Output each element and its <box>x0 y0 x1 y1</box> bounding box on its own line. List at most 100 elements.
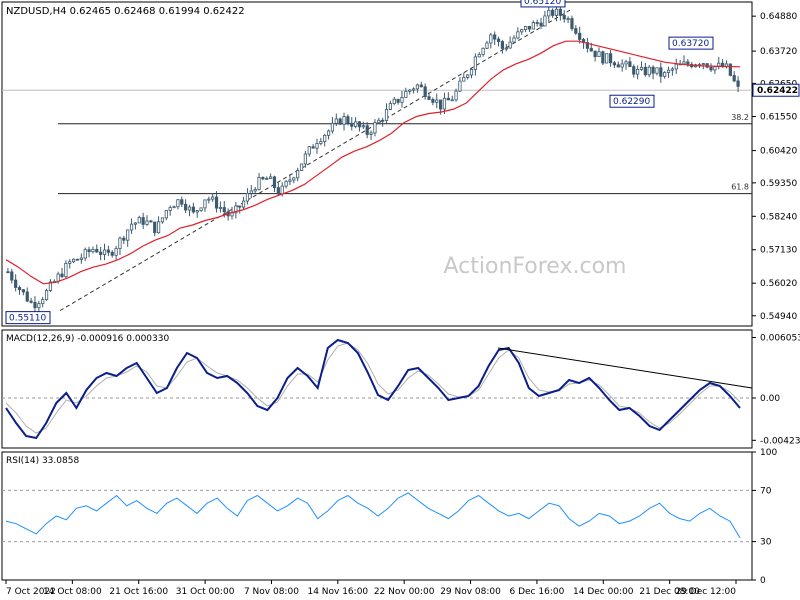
time-tick-label: 31 Oct 00:00 <box>176 587 235 597</box>
candle-body <box>411 88 416 91</box>
candle-body <box>585 42 590 49</box>
candle-body <box>187 206 192 211</box>
candle-body <box>172 206 176 209</box>
candle-body <box>68 261 72 264</box>
time-tick-label: 7 Nov 08:00 <box>244 587 299 597</box>
candle-body <box>129 223 134 231</box>
candle-body <box>122 237 126 241</box>
last-price-label: 0.62422 <box>757 86 798 96</box>
candle-body <box>41 299 45 305</box>
candle-body <box>299 163 304 171</box>
macd-trendline <box>497 347 753 389</box>
candle-body <box>531 22 535 30</box>
time-tick-label: 6 Dec 16:00 <box>510 587 565 597</box>
candle-body <box>99 251 103 255</box>
candle-body <box>137 217 141 224</box>
candle-body <box>597 51 601 58</box>
fibonacci-lines: 38.2 61.8 <box>58 113 752 195</box>
moving-average-path <box>5 40 741 285</box>
candle-body <box>222 207 226 213</box>
candle-body <box>319 141 323 144</box>
candle-body <box>636 68 640 75</box>
macd-panel: MACD(12,26,9) -0.000916 0.000330 0.006053… <box>2 333 800 446</box>
candle-body <box>593 50 597 58</box>
price-tick-label: 0.54940 <box>760 312 797 322</box>
candle-body <box>75 258 80 261</box>
panel-border <box>1 1 753 327</box>
candle-body <box>307 146 311 155</box>
chart-frame <box>1 1 753 581</box>
candle-body <box>245 192 250 202</box>
price-tick-label: 0.58240 <box>760 212 797 222</box>
candle-body <box>21 289 25 293</box>
candle-body <box>620 63 624 68</box>
rsi-tick-label: 0 <box>760 576 766 586</box>
candle-body <box>37 303 41 309</box>
candle-body <box>354 121 358 127</box>
candle-body <box>276 187 280 195</box>
time-tick-label: 29 Nov 08:00 <box>440 587 501 597</box>
candle-body <box>284 180 288 187</box>
time-tick-label: 21 Oct 16:00 <box>109 587 168 597</box>
candle-body <box>234 205 238 214</box>
candle-body <box>102 249 107 255</box>
candle-body <box>133 222 138 225</box>
candle-body <box>570 18 574 29</box>
candle-body <box>643 66 647 76</box>
candle-body <box>191 206 195 213</box>
candle-body <box>296 170 300 179</box>
price-annotations: 0.55110 0.65120 0.63720 0.62290 <box>5 0 714 325</box>
candle-body <box>608 53 613 64</box>
trendline-path <box>59 8 573 312</box>
candle-body <box>539 22 543 27</box>
time-tick-label: 14 Nov 16:00 <box>307 587 368 597</box>
time-tick-label: 14 Dec 00:00 <box>573 587 634 597</box>
candle-body <box>477 54 481 58</box>
macd-title: MACD(12,26,9) -0.000916 0.000330 <box>6 334 169 344</box>
candle-body <box>535 22 539 24</box>
candle-body <box>674 63 678 70</box>
candle-body <box>415 84 420 90</box>
candle-body <box>574 28 578 34</box>
candle-body <box>241 200 246 208</box>
candle-body <box>292 177 296 181</box>
candle-body <box>249 190 253 194</box>
candle-body <box>450 99 454 102</box>
candle-body <box>83 249 87 259</box>
candle-body <box>265 178 269 180</box>
candle-body <box>489 34 493 44</box>
candle-body <box>91 248 95 253</box>
candle-body <box>377 119 381 124</box>
candle-body <box>554 8 559 16</box>
candle-body <box>211 196 215 200</box>
candle-body <box>732 75 736 82</box>
candle-body <box>33 301 37 309</box>
candle-body <box>311 146 315 149</box>
candle-body <box>25 291 29 302</box>
price-tick-label: 0.56020 <box>760 279 797 289</box>
candle-body <box>17 287 22 291</box>
candle-body <box>516 31 520 39</box>
candle-body <box>454 90 458 101</box>
candle-body <box>392 98 396 104</box>
high-label: 0.65120 <box>524 0 561 7</box>
candle-body <box>218 207 223 209</box>
candle-body <box>408 89 412 92</box>
time-tick-label: 22 Nov 00:00 <box>374 587 435 597</box>
candle-body <box>659 67 663 77</box>
candle-body <box>666 69 671 73</box>
candle-body <box>523 26 528 30</box>
rsi-tick-label: 30 <box>760 538 772 548</box>
price-tick-label: 0.61550 <box>760 113 797 123</box>
swing-high-label-box <box>668 36 714 50</box>
candle-body <box>199 207 203 212</box>
candle-body <box>605 53 609 64</box>
symbol-header: NZDUSD,H4 0.62465 0.62468 0.61994 0.6242… <box>6 6 245 17</box>
candle-body <box>423 86 427 98</box>
candle-body <box>496 38 501 42</box>
rsi-panel: RSI(14) 33.0858 100 70 30 0 <box>2 448 777 586</box>
candle-body <box>713 66 717 71</box>
candle-body <box>160 217 165 223</box>
rsi-title: RSI(14) 33.0858 <box>6 456 79 466</box>
